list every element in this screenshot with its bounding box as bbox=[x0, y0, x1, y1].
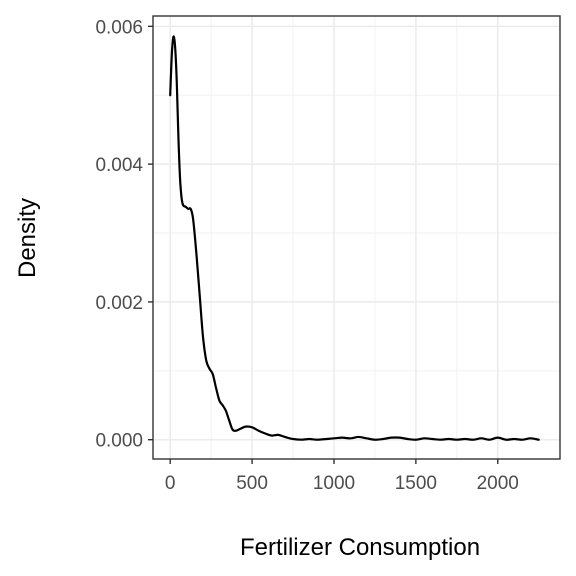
x-axis-ticks: 0 500 1000 1500 2000 bbox=[165, 459, 519, 494]
plot-panel bbox=[153, 16, 560, 459]
y-tick-label: 0.000 bbox=[95, 431, 143, 452]
density-line bbox=[169, 35, 540, 441]
y-tick-label: 0.002 bbox=[95, 293, 143, 314]
x-tick-label: 0 bbox=[165, 473, 176, 494]
x-tick-label: 2000 bbox=[477, 473, 519, 494]
grid-minor bbox=[153, 16, 560, 459]
y-tick-label: 0.004 bbox=[95, 155, 143, 176]
y-axis-title: Density bbox=[14, 198, 41, 278]
x-axis-title: Fertilizer Consumption bbox=[240, 534, 480, 561]
x-tick-label: 1500 bbox=[395, 473, 437, 494]
y-tick-label: 0.006 bbox=[95, 17, 143, 38]
y-axis-ticks: 0.000 0.002 0.004 0.006 bbox=[95, 17, 153, 452]
x-tick-label: 500 bbox=[236, 473, 268, 494]
series-layer bbox=[169, 35, 540, 441]
plot-border bbox=[152, 15, 561, 460]
x-tick-label: 1000 bbox=[313, 473, 355, 494]
